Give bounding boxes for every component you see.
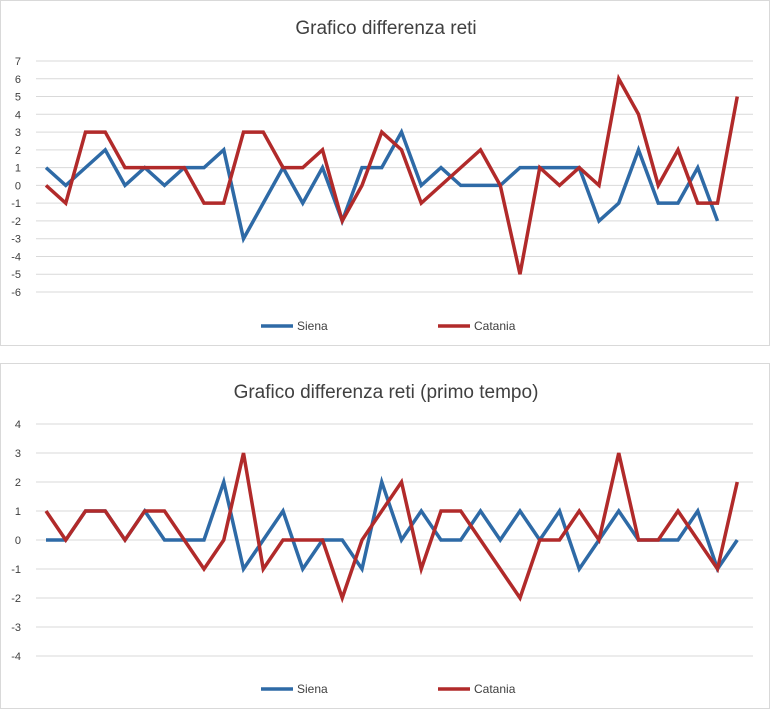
y-tick-label: 4 xyxy=(15,419,21,431)
y-tick-label: 3 xyxy=(15,127,21,139)
chart-panel-differenza-reti: Grafico differenza reti 7 6 5 4 3 2 1 0 -1 -2 -3 -4 -… xyxy=(0,0,770,346)
legend-label-siena: Siena xyxy=(297,682,328,696)
y-tick-label: -4 xyxy=(11,651,21,663)
chart-svg-differenza-reti: Grafico differenza reti 7 6 5 4 3 2 1 0 -1 -2 -3 -4 -… xyxy=(11,18,753,333)
y-tick-label: -5 xyxy=(11,269,21,281)
y-tick-label: 6 xyxy=(15,74,21,86)
y-tick-label: 0 xyxy=(15,180,21,192)
chart-title: Grafico differenza reti (primo tempo) xyxy=(234,382,539,403)
series-line-siena xyxy=(44,127,720,244)
series-line-catania xyxy=(44,452,739,604)
y-tick-label: -1 xyxy=(11,564,21,576)
legend-label-catania: Catania xyxy=(474,319,516,333)
y-tick-label: 4 xyxy=(15,109,21,121)
chart-panel-differenza-reti-primo-tempo: Grafico differenza reti (primo tempo) 4 3 2… xyxy=(0,363,770,709)
legend-label-siena: Siena xyxy=(297,319,328,333)
series-line-catania xyxy=(44,73,739,275)
y-tick-label: 7 xyxy=(15,56,21,68)
legend-label-catania: Catania xyxy=(474,682,516,696)
y-tick-label: 1 xyxy=(15,163,21,175)
chart-svg-differenza-reti-primo-tempo: Grafico differenza reti (primo tempo) 4 3 2… xyxy=(11,382,753,696)
y-tick-label: -6 xyxy=(11,287,21,299)
y-tick-label: 2 xyxy=(15,477,21,489)
chart-title: Grafico differenza reti xyxy=(295,18,476,39)
y-tick-label: -3 xyxy=(11,234,21,246)
y-tick-label: 0 xyxy=(15,535,21,547)
y-tick-label: 2 xyxy=(15,145,21,157)
y-tick-label: -3 xyxy=(11,622,21,634)
series-line-siena xyxy=(46,475,739,574)
y-tick-label: 5 xyxy=(15,92,21,104)
y-tick-label: 3 xyxy=(15,448,21,460)
y-tick-label: -2 xyxy=(11,593,21,605)
y-tick-label: -2 xyxy=(11,216,21,228)
y-tick-label: -4 xyxy=(11,251,21,263)
y-tick-label: 1 xyxy=(15,506,21,518)
y-tick-label: -1 xyxy=(11,198,21,210)
